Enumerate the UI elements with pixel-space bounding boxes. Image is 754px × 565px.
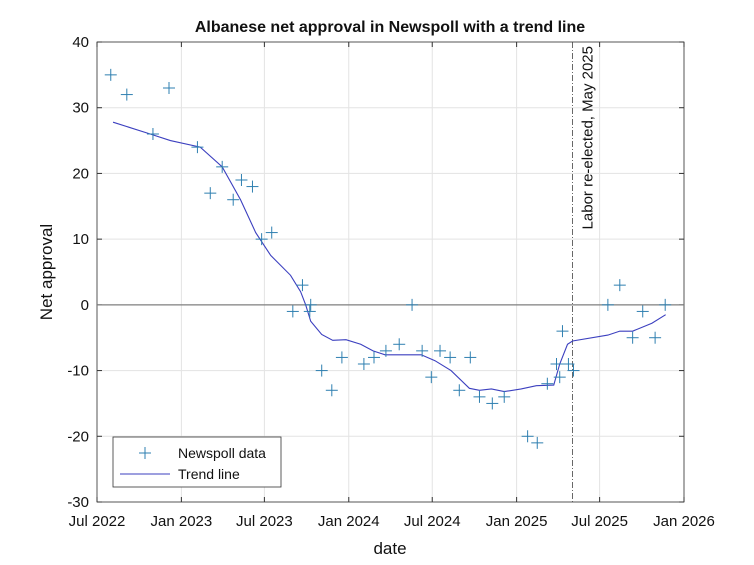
y-tick-label: 10 (72, 231, 89, 248)
data-point (265, 226, 278, 239)
data-point (453, 384, 466, 397)
data-point (162, 82, 175, 94)
chart-title: Albanese net approval in Newspoll with a… (195, 19, 585, 36)
data-point (296, 279, 309, 292)
y-tick-label: 0 (81, 297, 89, 314)
data-point (531, 436, 544, 449)
x-tick-label: Jul 2024 (404, 513, 461, 530)
data-point (553, 371, 566, 384)
data-point (649, 331, 662, 344)
y-tick-label: 20 (72, 165, 89, 182)
data-point (235, 174, 248, 186)
data-point (556, 325, 569, 338)
x-tick-label: Jan 2024 (318, 513, 380, 530)
data-point (139, 447, 151, 459)
plot-frame (96, 41, 685, 503)
axes: Jul 2022 Jan 2023 Jul 2023 Jan 2024 Jul 2024… (67, 34, 715, 530)
x-tick-label: Jul 2023 (236, 513, 293, 530)
legend-label-trend: Trend line (178, 466, 240, 482)
data-point (464, 351, 477, 364)
y-tick-label: 30 (72, 100, 89, 117)
x-tick-label: Jan 2026 (653, 513, 715, 530)
x-axis-label: date (373, 539, 406, 558)
data-point (104, 68, 117, 81)
legend: Newspoll data Trend line (112, 436, 282, 488)
data-point (315, 364, 328, 377)
legend-marker-newspoll (139, 447, 151, 459)
y-tick-label: 40 (72, 34, 89, 51)
data-point (626, 331, 639, 344)
x-tick-label: Jul 2025 (571, 513, 628, 530)
data-point (425, 371, 438, 384)
data-point (562, 358, 575, 370)
data-point (379, 344, 392, 357)
data-point (550, 358, 563, 370)
election-annotation: Labor re-elected, May 2025 (580, 46, 597, 229)
data-point (304, 298, 317, 311)
data-point (191, 141, 204, 154)
data-point (473, 390, 486, 403)
data-point (216, 160, 229, 173)
data-point (416, 344, 429, 357)
data-point (541, 377, 554, 390)
data-point (498, 390, 511, 403)
data-point (255, 233, 268, 246)
data-point (335, 351, 348, 364)
trend-line (112, 121, 666, 393)
marks (97, 42, 684, 502)
y-tick-label: -10 (67, 363, 89, 380)
y-axis-label: Net approval (37, 224, 56, 320)
data-point (434, 344, 447, 357)
data-point (659, 298, 672, 311)
data-point (636, 305, 649, 318)
data-point (521, 430, 534, 443)
data-point (303, 305, 316, 318)
data-point (227, 193, 240, 206)
data-point (120, 88, 133, 101)
data-point (444, 351, 457, 364)
data-point (204, 187, 217, 200)
data-point (567, 364, 580, 377)
data-point (393, 338, 406, 351)
data-point (325, 384, 338, 397)
data-point (367, 351, 380, 364)
legend-label-newspoll: Newspoll data (178, 445, 266, 461)
x-tick-label: Jan 2025 (486, 513, 548, 530)
x-tick-label: Jan 2023 (151, 513, 213, 530)
y-tick-label: -20 (67, 428, 89, 445)
data-point (601, 298, 614, 311)
data-point (486, 397, 499, 410)
data-point (246, 180, 259, 193)
y-tick-label: -30 (67, 494, 89, 511)
x-tick-label: Jul 2022 (69, 513, 126, 530)
data-point (286, 305, 299, 318)
data-point (406, 298, 419, 311)
data-point (357, 358, 370, 370)
data-point (613, 279, 626, 292)
data-point (146, 128, 159, 140)
